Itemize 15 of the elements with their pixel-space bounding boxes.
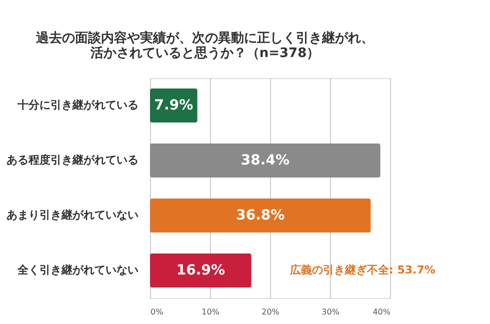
annotation: 広義の引き継ぎ不全: 53.7% — [289, 264, 436, 276]
y-tick-label: あまり引き継がれていない — [6, 208, 138, 222]
chart-title: 過去の面談内容や実績が、次の異動に正しく引き継がれ、活かされていると思うか？（n=378） — [35, 30, 374, 61]
y-tick-label: 十分に引き継がれている — [16, 98, 138, 112]
data-label: 36.8% — [236, 208, 285, 224]
x-tick-label: 40% — [372, 308, 391, 316]
y-tick-label: ある程度引き継がれている — [6, 154, 138, 166]
data-label: 38.4% — [240, 152, 290, 168]
data-label: 7.9% — [154, 98, 194, 114]
x-tick-label: 0% — [150, 308, 164, 316]
data-label: 16.9% — [176, 262, 225, 278]
x-tick-label: 30% — [322, 308, 340, 316]
x-tick-label: 10% — [202, 308, 220, 316]
y-tick-label: 全く引き継がれていない — [16, 264, 138, 276]
x-tick-label: 20% — [262, 308, 280, 316]
